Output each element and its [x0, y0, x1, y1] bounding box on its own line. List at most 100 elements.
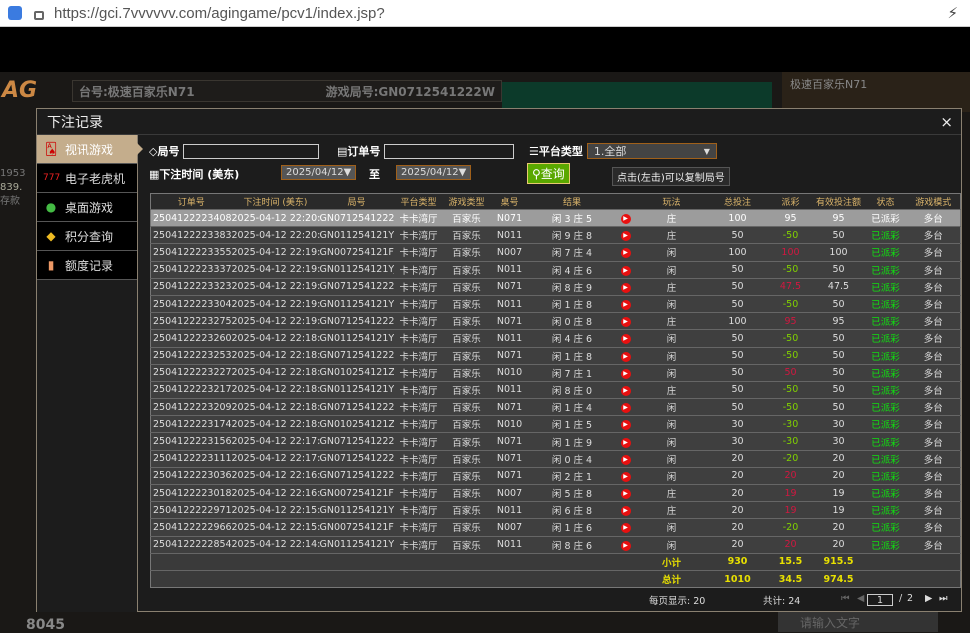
round-id-cell[interactable]: GN011254121YJ — [319, 260, 394, 279]
table-row[interactable]: 2504122222971322025-04-12 22:15:50GN0112… — [150, 501, 961, 519]
table-row[interactable]: 2504122223355962025-04-12 22:19:59GN0072… — [150, 243, 961, 262]
play-video-icon[interactable]: ▶ — [620, 403, 631, 414]
round-id-cell[interactable]: GN0712541222T — [319, 277, 394, 296]
sidebar-item-credit-records[interactable]: ▮ 额度记录 — [37, 251, 137, 280]
replay-cell[interactable]: ▶ — [614, 363, 637, 382]
round-id-cell[interactable]: GN007254121F1 — [319, 518, 394, 537]
play-video-icon[interactable]: ▶ — [620, 317, 631, 328]
query-button[interactable]: ⚲查询 — [527, 163, 570, 184]
replay-cell[interactable]: ▶ — [614, 243, 637, 262]
play-video-icon[interactable]: ▶ — [620, 523, 631, 534]
play-video-icon[interactable]: ▶ — [620, 437, 631, 448]
play-video-icon[interactable]: ▶ — [620, 368, 631, 379]
table-row[interactable]: 2504122222854922025-04-12 22:14:29GN0112… — [150, 535, 961, 554]
round-input[interactable] — [183, 143, 320, 159]
chat-input[interactable]: 请输入文字 — [778, 612, 938, 632]
bolt-icon[interactable]: ⚡ — [947, 4, 958, 22]
replay-cell[interactable]: ▶ — [614, 449, 637, 468]
round-id-cell[interactable]: GN011254121YB — [319, 501, 394, 519]
table-row[interactable]: 2504122223323152025-04-12 22:19:38GN0712… — [150, 277, 961, 296]
table-row[interactable]: 2504122223337802025-04-12 22:19:48GN0112… — [150, 260, 961, 279]
table-row[interactable]: 2504122223018132025-04-12 22:16:22GN0072… — [150, 483, 961, 502]
play-video-icon[interactable]: ▶ — [620, 248, 631, 259]
play-video-icon[interactable]: ▶ — [620, 334, 631, 345]
replay-cell[interactable]: ▶ — [614, 518, 637, 537]
play-video-icon[interactable]: ▶ — [620, 454, 631, 465]
date-from-picker[interactable]: 2025/04/12▼ — [281, 165, 357, 180]
next-page-icon[interactable]: ▶ — [925, 593, 933, 604]
replay-cell[interactable]: ▶ — [614, 260, 637, 279]
sidebar-item-points[interactable]: ◆ 积分查询 — [37, 222, 137, 251]
replay-cell[interactable]: ▶ — [614, 398, 637, 416]
replay-cell[interactable]: ▶ — [614, 415, 637, 433]
sidebar-item-table-games[interactable]: ● 桌面游戏 — [37, 193, 137, 222]
replay-cell[interactable]: ▶ — [614, 380, 637, 399]
round-id-cell[interactable]: GN007254121F7 — [319, 243, 394, 262]
replay-cell[interactable]: ▶ — [614, 535, 637, 554]
replay-cell[interactable]: ▶ — [614, 208, 637, 227]
replay-cell[interactable]: ▶ — [614, 483, 637, 502]
table-row[interactable]: 2504122223408222025-04-12 22:20:31GN0712… — [150, 208, 961, 227]
replay-cell[interactable]: ▶ — [614, 312, 637, 330]
play-video-icon[interactable]: ▶ — [620, 231, 631, 242]
replay-cell[interactable]: ▶ — [614, 226, 637, 244]
sidebar-item-slots[interactable]: 777 电子老虎机 — [37, 164, 137, 193]
last-page-icon[interactable]: ⏭ — [939, 593, 948, 604]
table-row[interactable]: 2504122223209672025-04-12 22:18:23GN0712… — [150, 398, 961, 416]
table-row[interactable]: 2504122223111472025-04-12 22:17:23GN0712… — [150, 449, 961, 468]
table-row[interactable]: 2504122223227012025-04-12 22:18:35GN0102… — [150, 363, 961, 382]
round-id-cell[interactable]: GN0712541222W — [319, 208, 394, 227]
replay-cell[interactable]: ▶ — [614, 466, 637, 485]
round-id-cell[interactable]: GN011254121YG — [319, 380, 394, 399]
round-id-cell[interactable]: GN011254121YK — [319, 226, 394, 244]
round-id-cell[interactable]: GN0712541222M — [319, 466, 394, 485]
replay-cell[interactable]: ▶ — [614, 294, 637, 313]
replay-cell[interactable]: ▶ — [614, 329, 637, 347]
play-video-icon[interactable]: ▶ — [620, 265, 631, 276]
round-id-cell[interactable]: GN010254121ZX — [319, 363, 394, 382]
play-video-icon[interactable]: ▶ — [620, 420, 631, 431]
table-row[interactable]: 2504122223036742025-04-12 22:16:30GN0712… — [150, 466, 961, 485]
platform-select[interactable]: 1.全部 ▼ — [586, 143, 717, 159]
play-video-icon[interactable]: ▶ — [620, 282, 631, 293]
url-text[interactable]: https://gci.7vvvvvv.com/agingame/pcv1/in… — [54, 4, 385, 22]
replay-cell[interactable]: ▶ — [614, 277, 637, 296]
deposit-link[interactable]: 存款 — [0, 196, 20, 207]
close-icon[interactable]: × — [940, 113, 953, 131]
round-id-cell[interactable]: GN010254121ZW — [319, 415, 394, 433]
round-id-cell[interactable]: GN0712541222P — [319, 432, 394, 451]
play-video-icon[interactable]: ▶ — [620, 506, 631, 517]
sidebar-item-live-games[interactable]: 🂡 视讯游戏 — [37, 135, 143, 164]
table-row[interactable]: 2504122223217942025-04-12 22:18:29GN0112… — [150, 380, 961, 399]
table-row[interactable]: 2504122223304682025-04-12 22:19:25GN0112… — [150, 294, 961, 313]
round-id-cell[interactable]: GN007254121F2 — [319, 483, 394, 502]
round-id-cell[interactable]: GN011254121Y8 — [319, 535, 394, 554]
page-input[interactable]: 1 — [867, 594, 893, 606]
table-row[interactable]: 2504122223260182025-04-12 22:18:54GN0112… — [150, 329, 961, 347]
table-row[interactable]: 2504122223253212025-04-12 22:18:49GN0712… — [150, 346, 961, 365]
prev-page-icon[interactable]: ◀ — [857, 593, 865, 604]
play-video-icon[interactable]: ▶ — [620, 385, 631, 396]
table-row[interactable]: 2504122223275592025-04-12 22:19:08GN0712… — [150, 312, 961, 330]
play-video-icon[interactable]: ▶ — [620, 489, 631, 500]
replay-cell[interactable]: ▶ — [614, 501, 637, 519]
round-id-cell[interactable]: GN0712541222S — [319, 312, 394, 330]
round-id-cell[interactable]: GN0712541222O — [319, 449, 394, 468]
first-page-icon[interactable]: ⏮ — [841, 593, 850, 604]
table-row[interactable]: 2504122223156312025-04-12 22:17:50GN0712… — [150, 432, 961, 451]
play-video-icon[interactable]: ▶ — [620, 214, 631, 225]
order-input[interactable] — [384, 143, 515, 159]
round-id-cell[interactable]: GN0712541222Q — [319, 398, 394, 416]
date-to-picker[interactable]: 2025/04/12▼ — [396, 165, 472, 180]
replay-cell[interactable]: ▶ — [614, 432, 637, 451]
play-video-icon[interactable]: ▶ — [620, 540, 631, 551]
round-id-cell[interactable]: GN0712541222R — [319, 346, 394, 365]
play-video-icon[interactable]: ▶ — [620, 300, 631, 311]
table-row[interactable]: 2504122222966912025-04-12 22:15:47GN0072… — [150, 518, 961, 537]
round-id-cell[interactable]: GN011254121YH — [319, 329, 394, 347]
round-id-cell[interactable]: GN011254121YI — [319, 294, 394, 313]
table-row[interactable]: 2504122223383982025-04-12 22:20:17GN0112… — [150, 226, 961, 244]
replay-cell[interactable]: ▶ — [614, 346, 637, 365]
play-video-icon[interactable]: ▶ — [620, 471, 631, 482]
table-row[interactable]: 2504122223174072025-04-12 22:18:00GN0102… — [150, 415, 961, 433]
